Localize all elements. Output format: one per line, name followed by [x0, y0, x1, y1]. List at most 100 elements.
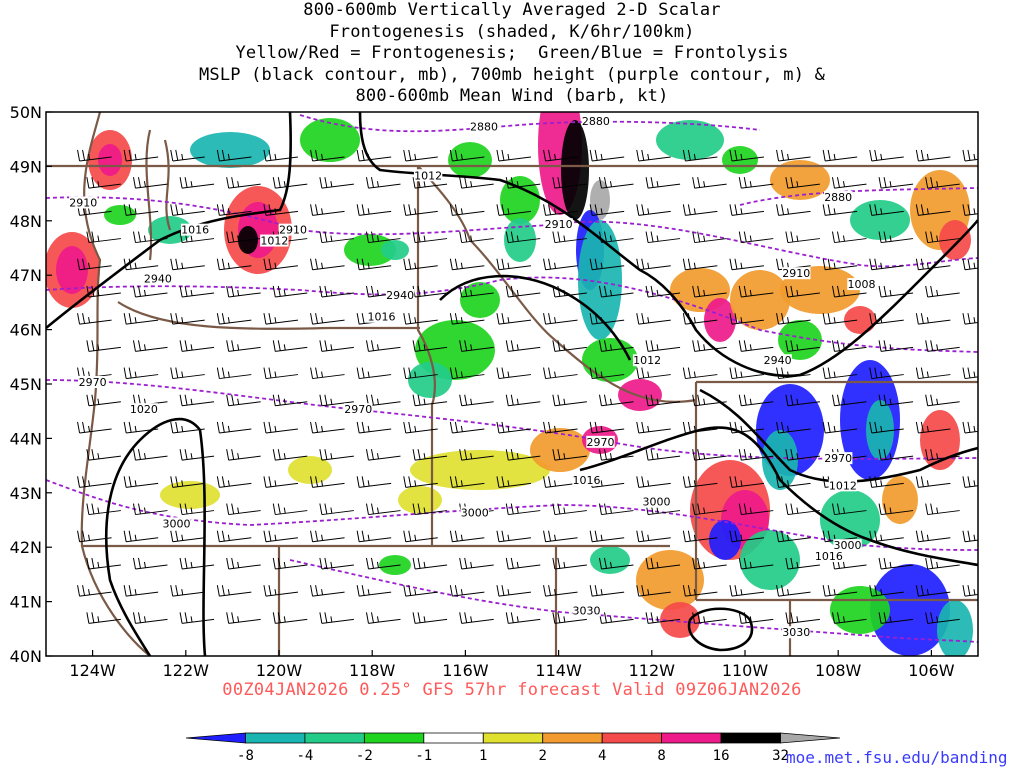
wind-barb [459, 231, 494, 244]
wind-barb [170, 367, 205, 380]
colorbar: -8 -4 -2 -1 1 2 4 8 16 32 [185, 732, 841, 764]
frontogenesis-cell [56, 246, 88, 294]
wind-barb [645, 177, 681, 189]
wind-barb [692, 340, 727, 352]
wind-barb [552, 503, 587, 516]
wind-barb [216, 204, 252, 216]
colorbar-swatch [423, 732, 484, 744]
height-label-bg [581, 114, 611, 127]
wind-barb [552, 231, 587, 244]
wind-barb [925, 285, 960, 298]
wind-barb [692, 394, 727, 407]
wind-barb [598, 231, 634, 244]
wind-barb [636, 367, 671, 380]
wind-barb [272, 449, 308, 461]
wind-barb [505, 612, 541, 624]
wind-barb [403, 530, 438, 543]
wind-barb [412, 285, 448, 298]
mslp-label: 1016 [815, 550, 843, 563]
wind-barb [785, 177, 820, 189]
wind-barb [310, 530, 345, 543]
frontogenesis-cell [656, 120, 724, 160]
wind-barb [226, 177, 261, 189]
wind-barb [449, 530, 485, 543]
height-label-bg [162, 517, 191, 530]
wind-barb [925, 557, 960, 570]
frontogenesis-cell [448, 142, 492, 178]
wind-barb [272, 394, 308, 407]
frontogenesis-cell [740, 530, 800, 590]
wind-barb [543, 204, 578, 216]
wind-barb [365, 503, 401, 516]
wind-barb [179, 612, 215, 624]
frontogenesis-cell [937, 600, 973, 656]
wind-barb [86, 177, 121, 189]
wind-barb [365, 557, 401, 570]
height-label: 3030 [573, 604, 601, 617]
wind-barb [216, 476, 252, 488]
wind-barb [449, 313, 485, 325]
title-line-3: Yellow/Red = Frontogenesis; Green/Blue =… [235, 43, 789, 63]
wind-barb [776, 476, 811, 488]
height-label: 3000 [461, 507, 489, 520]
mslp-label: 1016 [181, 224, 209, 237]
lat-label: 47N [10, 266, 42, 285]
frontogenesis-cell [300, 118, 360, 162]
wind-barb [915, 313, 951, 325]
wind-barb [738, 503, 774, 516]
wind-barb [831, 177, 867, 189]
frontogenesis-cell [770, 160, 830, 200]
wind-barb [170, 585, 205, 597]
frontogenesis-cell [920, 410, 960, 470]
wind-barb [776, 149, 811, 162]
wind-barb [216, 585, 252, 597]
wind-barb [831, 394, 867, 407]
wind-barb [226, 340, 261, 352]
wind-barb [543, 421, 578, 434]
wind-barb [636, 258, 671, 271]
wind-barb [785, 340, 820, 352]
frontogenesis-cell [190, 132, 270, 168]
wind-barb [505, 394, 541, 407]
colorbar-label: 32 [772, 748, 789, 764]
wind-barb [925, 394, 960, 407]
wind-barb [412, 394, 448, 407]
wind-barb [636, 149, 671, 162]
wind-barb [505, 557, 541, 570]
wind-barb [365, 449, 401, 461]
wind-barb [310, 421, 345, 434]
wind-barb [319, 231, 354, 244]
wind-barb [449, 367, 485, 380]
mslp-label-bg [572, 473, 601, 486]
wind-barb [543, 585, 578, 597]
wind-barb [589, 421, 625, 434]
wind-barb [403, 204, 438, 216]
lat-label: 42N [10, 538, 42, 557]
wind-barb [598, 449, 634, 461]
height-label: 3000 [834, 539, 862, 552]
wind-barb [822, 585, 858, 597]
mslp-labels: 1012 1016 1012 1016 1012 1008 1020 1016 1012 1016 [129, 169, 876, 563]
wind-barb [878, 612, 914, 624]
wind-barb [645, 285, 681, 298]
wind-barb [692, 449, 727, 461]
wind-barb [263, 530, 299, 543]
frontogenesis-cell [98, 144, 122, 176]
wind-barb [962, 313, 978, 325]
wind-barb [86, 612, 121, 624]
lat-label: 40N [10, 647, 42, 666]
wind-barb [962, 585, 978, 597]
mslp-label-bg [632, 354, 662, 367]
wind-barb [505, 340, 541, 352]
wind-barb [226, 557, 261, 570]
wind-barb [226, 394, 261, 407]
wind-barb [86, 449, 121, 461]
lon-label: 124W [69, 661, 116, 680]
wind-barb [589, 313, 625, 325]
wind-barb [123, 204, 159, 216]
wind-barb [263, 258, 299, 271]
wind-barb [403, 585, 438, 597]
wind-barb [226, 231, 261, 244]
colorbar-label: 1 [479, 748, 487, 764]
wind-barb [226, 449, 261, 461]
